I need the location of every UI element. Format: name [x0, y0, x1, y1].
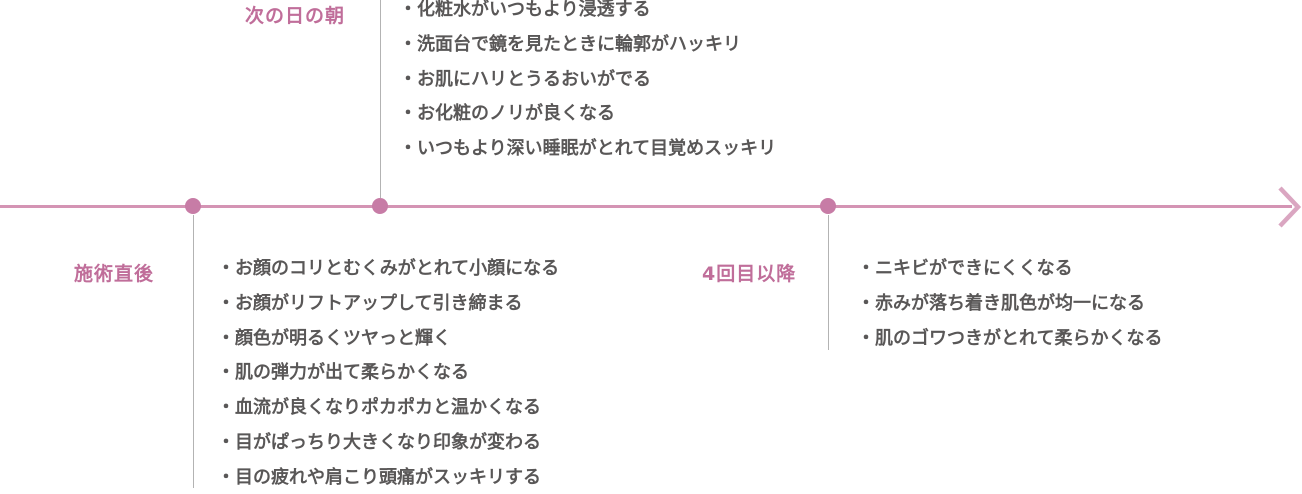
list-item: ・お顔のコリとむくみがとれて小顔になる: [217, 258, 560, 279]
list-item: ・ニキビができにくくなる: [857, 258, 1073, 279]
list-item: ・お肌にハリとうるおいがでる: [399, 68, 651, 90]
stage-list-from-4th-session: ・ニキビができにくくなる ・赤みが落ち着き肌色が均一になる ・肌のゴワつきがとれ…: [857, 252, 1162, 356]
stage-list-immediately-after: ・お顔のコリとむくみがとれて小顔になる ・お顔がリフトアップして引き締まる ・顔…: [217, 252, 559, 494]
stage-label-from-4th-session: 4回目以降: [702, 263, 797, 285]
list-item: ・目がぱっちり大きくなり印象が変わる: [217, 431, 541, 453]
list-item: ・お化粧のノリが良くなる: [399, 103, 615, 125]
timeline-dot-from-4th-session: [820, 198, 836, 214]
timeline-axis: [0, 205, 1292, 208]
list-item: ・血流が良くなりポカポカと温かくなる: [217, 397, 541, 419]
stage-divider-immediately-after: [193, 215, 194, 488]
list-item: ・肌の弾力が出て柔らかくなる: [217, 362, 469, 384]
list-item: ・洗面台で鏡を見たときに輪郭がハッキリ: [399, 33, 741, 55]
list-item: ・いつもより深い睡眠がとれて目覚めスッキリ: [399, 138, 777, 160]
stage-divider-from-4th-session: [828, 215, 829, 350]
arrow-right-icon: [1278, 186, 1302, 228]
stage-label-immediately-after: 施術直後: [74, 263, 155, 285]
list-item: ・肌のゴワつきがとれて柔らかくなる: [857, 327, 1163, 349]
list-item: ・お顔がリフトアップして引き締まる: [217, 292, 523, 314]
timeline-dot-immediately-after: [185, 198, 201, 214]
stage-list-next-morning: ・化粧水がいつもより浸透する ・洗面台で鏡を見たときに輪郭がハッキリ ・お肌にハ…: [399, 0, 776, 167]
stage-label-next-morning: 次の日の朝: [245, 5, 346, 27]
stage-divider-next-morning: [380, 0, 381, 198]
timeline-dot-next-morning: [372, 198, 388, 214]
list-item: ・目の疲れや肩こり頭痛がスッキリする: [217, 466, 541, 488]
list-item: ・顔色が明るくツヤっと輝く: [217, 327, 451, 349]
list-item: ・化粧水がいつもより浸透する: [399, 0, 651, 20]
list-item: ・赤みが落ち着き肌色が均一になる: [857, 292, 1145, 314]
